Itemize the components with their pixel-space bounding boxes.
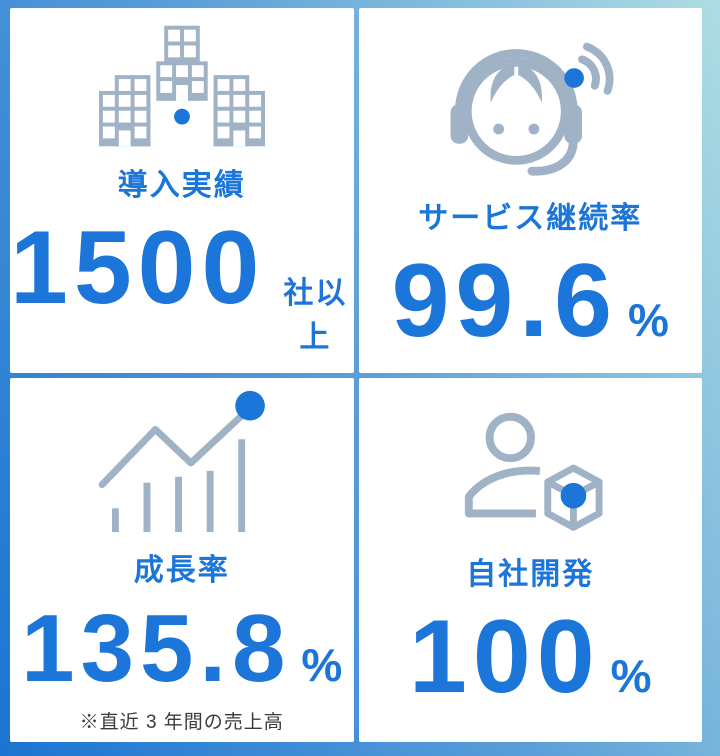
stat-suffix: % <box>301 638 343 691</box>
stat-value: 1500 <box>10 209 266 326</box>
stat-label: サービス継続率 <box>418 201 643 235</box>
in-house-development-icon <box>455 410 605 536</box>
stat-value: 99.6 <box>391 242 618 359</box>
stat-value: 100 <box>409 599 601 716</box>
stat-card-service-retention: サービス継続率 99.6 % <box>358 8 702 373</box>
stat-label: 成長率 <box>133 553 230 587</box>
stat-note: ※直近 3 年間の売上高 <box>79 711 284 733</box>
stat-card-growth-rate: 成長率 135.8 % ※直近 3 年間の売上高 <box>10 377 354 742</box>
stat-value: 135.8 <box>21 594 292 702</box>
stat-label: 自社開発 <box>466 558 595 592</box>
stat-suffix: 社以上 <box>283 276 348 354</box>
stat-suffix: % <box>628 293 669 346</box>
stat-value-row: 99.6 % <box>392 249 669 353</box>
stat-value-row: 135.8 % <box>21 594 343 702</box>
stat-label: 導入実績 <box>117 168 246 202</box>
support-operator-icon <box>445 28 615 180</box>
stat-card-inhouse-dev: 自社開発 100 % <box>358 377 702 742</box>
buildings-icon <box>98 25 265 147</box>
stat-card-intro-results: 導入実績 1500 社以上 <box>10 8 354 373</box>
stat-value-row: 100 % <box>409 605 651 709</box>
stat-suffix: % <box>610 650 652 703</box>
stat-value-row: 1500 社以上 <box>10 216 354 356</box>
growth-chart-icon <box>94 386 270 532</box>
